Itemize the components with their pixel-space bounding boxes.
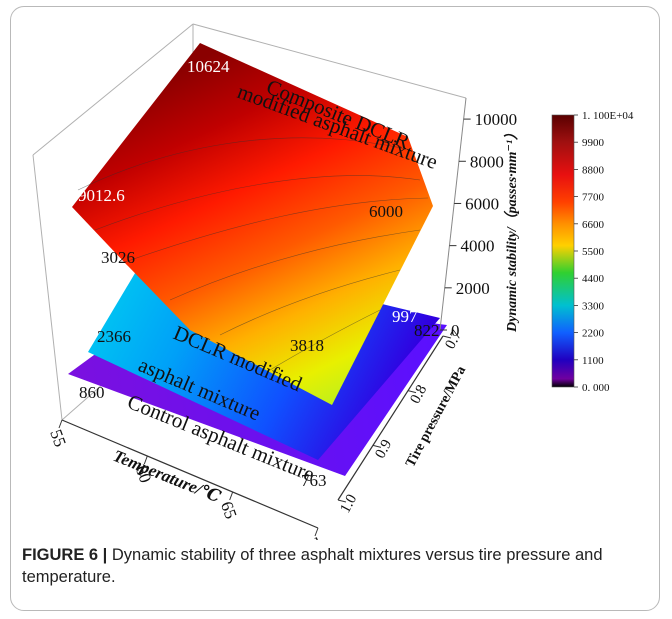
x-axis-title: Temperature/℃ bbox=[111, 446, 225, 507]
colorbar-tick-label: 0. 000 bbox=[582, 382, 610, 394]
x-tick-label: 55 bbox=[46, 427, 70, 449]
x-axis-line bbox=[61, 419, 319, 529]
value-label: 6000 bbox=[369, 202, 403, 221]
z-tick-label: 2000 bbox=[456, 279, 490, 298]
colorbar-tick-label: 5500 bbox=[582, 246, 605, 258]
x-tick-label: 60 bbox=[132, 463, 156, 485]
x-tick-mark bbox=[58, 419, 63, 429]
contour-line bbox=[124, 197, 429, 263]
y-tick-label: 0.7 bbox=[442, 327, 465, 352]
x-tick-mark bbox=[143, 455, 148, 465]
box-edge bbox=[32, 154, 63, 421]
y-axis: 0.7 0.8 0.9 1.0 bbox=[337, 327, 465, 516]
x-axis: 55 60 65 70 bbox=[46, 419, 326, 540]
z-tick-label: 0 bbox=[451, 321, 460, 340]
surface-mesh bbox=[77, 137, 429, 371]
y-tick-label: 0.8 bbox=[407, 382, 430, 406]
colorbar: 1. 100E+04 9900 8800 7700 6600 5500 4400 3300 22… bbox=[551, 110, 634, 394]
y-tick-mark bbox=[337, 499, 347, 503]
colorbar-tick-label: 1100 bbox=[582, 355, 604, 367]
z-tick-label: 4000 bbox=[460, 237, 494, 256]
y-tick-label: 0.9 bbox=[372, 437, 395, 461]
contour-line bbox=[94, 175, 421, 231]
caption-text: Dynamic stability of three asphalt mixtu… bbox=[22, 546, 603, 586]
colorbar-ramp bbox=[551, 114, 575, 388]
colorbar-tick-label: 7700 bbox=[582, 192, 605, 204]
z-axis: 0 2000 4000 6000 8000 10000 bbox=[439, 97, 518, 340]
z-tick-label: 6000 bbox=[465, 194, 499, 213]
z-axis-line bbox=[439, 97, 467, 331]
contour-line bbox=[269, 309, 381, 371]
caption-label: FIGURE 6 | bbox=[22, 546, 108, 564]
x-tick-mark bbox=[314, 527, 319, 537]
value-label: 3026 bbox=[101, 248, 135, 267]
value-label: 860 bbox=[79, 383, 105, 402]
colorbar-tick-label: 2200 bbox=[582, 328, 605, 340]
x-tick-label: 65 bbox=[217, 499, 241, 521]
value-label: 822 bbox=[414, 321, 440, 340]
z-tick-label: 10000 bbox=[475, 110, 518, 129]
surface-composite bbox=[72, 43, 433, 405]
value-label: 3818 bbox=[290, 336, 324, 355]
value-label: 997 bbox=[392, 307, 418, 326]
z-axis-title: Dynamic stability/（passes·mm⁻¹） bbox=[503, 126, 520, 333]
x-tick-mark bbox=[229, 491, 234, 501]
contour-line bbox=[169, 229, 421, 301]
box-edge bbox=[32, 23, 194, 156]
y-tick-label: 1.0 bbox=[337, 492, 360, 516]
value-label: 2366 bbox=[97, 327, 131, 346]
figure-caption: FIGURE 6 | Dynamic stability of three as… bbox=[22, 544, 642, 588]
colorbar-tick-label: 8800 bbox=[582, 164, 605, 176]
box-edge bbox=[192, 23, 467, 99]
colorbar-tick-label: 6600 bbox=[582, 219, 605, 231]
y-tick-mark bbox=[372, 444, 382, 448]
contour-line bbox=[219, 269, 401, 336]
colorbar-tick-label: 1. 100E+04 bbox=[582, 110, 634, 122]
y-tick-mark bbox=[442, 335, 452, 339]
colorbar-tick-label: 9900 bbox=[582, 137, 605, 149]
x-tick-label: 70 bbox=[302, 535, 326, 540]
z-tick-label: 8000 bbox=[470, 152, 504, 171]
value-label: 763 bbox=[301, 471, 327, 490]
y-axis-line bbox=[337, 335, 444, 501]
value-label: 10624 bbox=[187, 57, 230, 76]
colorbar-tick-label: 3300 bbox=[582, 300, 605, 312]
value-label: 9012.6 bbox=[78, 186, 125, 205]
colorbar-tick-label: 4400 bbox=[582, 273, 605, 285]
contour-line bbox=[77, 137, 411, 191]
y-axis-title: Tire pressure/MPa bbox=[403, 364, 469, 470]
y-tick-mark bbox=[407, 390, 417, 394]
value-labels: 10624 9012.6 6000 3818 3026 2366 997 860… bbox=[78, 57, 440, 490]
